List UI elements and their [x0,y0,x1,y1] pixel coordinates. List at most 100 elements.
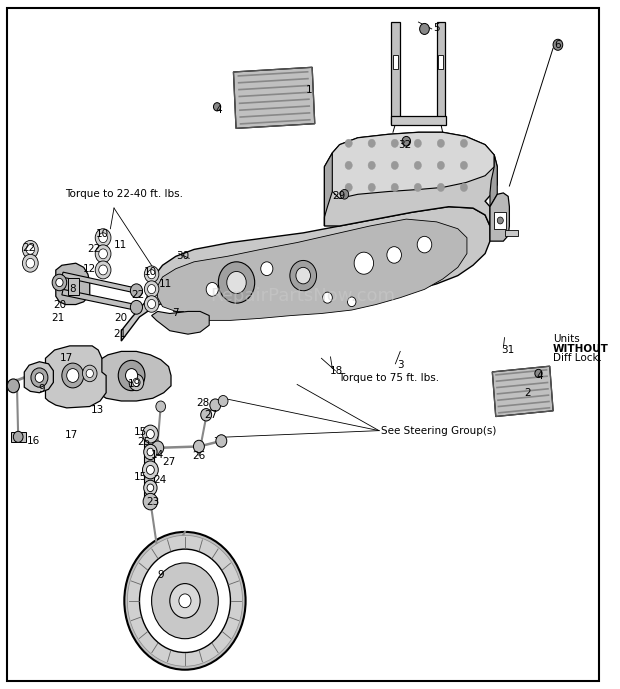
Text: 12: 12 [83,264,96,274]
Polygon shape [156,219,467,320]
Text: 9: 9 [38,384,45,394]
Text: 20: 20 [115,313,128,323]
Bar [436,22,445,124]
Circle shape [143,493,157,510]
Text: 15: 15 [134,427,148,437]
Circle shape [460,183,467,192]
Circle shape [99,233,107,243]
Text: WITHOUT: WITHOUT [553,344,609,353]
Text: 15: 15 [134,472,148,482]
Text: 16: 16 [27,436,40,446]
Circle shape [144,480,157,495]
Circle shape [347,297,356,307]
Polygon shape [492,366,553,417]
Text: 1: 1 [306,85,312,94]
Text: 23: 23 [146,497,159,506]
Text: 5: 5 [433,23,440,32]
Circle shape [227,271,246,294]
Circle shape [7,379,19,393]
Circle shape [437,161,445,169]
Text: 22: 22 [87,245,100,254]
Text: 17: 17 [65,431,78,440]
Text: 24: 24 [154,475,167,485]
Circle shape [26,258,35,268]
Polygon shape [24,362,53,393]
Circle shape [146,430,154,439]
Text: RepairPartsNow.com: RepairPartsNow.com [211,287,396,305]
Text: 10: 10 [144,267,157,277]
Circle shape [62,363,84,388]
Circle shape [26,245,35,254]
Circle shape [553,39,563,50]
Polygon shape [324,132,497,226]
Circle shape [127,535,242,666]
Bar [391,116,446,125]
Circle shape [67,369,79,382]
Text: 29: 29 [332,192,345,201]
Polygon shape [62,289,136,310]
Circle shape [535,369,542,378]
Text: 14: 14 [151,450,164,460]
Circle shape [95,261,111,279]
Circle shape [143,425,158,443]
Polygon shape [327,132,494,198]
Circle shape [146,466,154,475]
Circle shape [148,285,156,294]
Text: 28: 28 [197,398,210,408]
Polygon shape [62,272,136,293]
Circle shape [206,282,218,296]
Circle shape [402,136,410,146]
Text: 26: 26 [192,451,205,461]
Circle shape [179,594,191,608]
Text: 11: 11 [113,240,126,249]
Polygon shape [152,311,209,334]
Circle shape [213,103,221,111]
Circle shape [417,236,432,253]
Text: 25: 25 [138,438,151,447]
Polygon shape [45,346,106,408]
Circle shape [140,549,231,652]
Text: 27: 27 [205,410,218,420]
Circle shape [414,139,422,147]
Circle shape [170,584,200,618]
Circle shape [156,401,166,412]
Circle shape [31,368,48,387]
Text: 21: 21 [113,329,126,339]
Circle shape [95,245,111,263]
Circle shape [52,274,67,291]
Text: Torque to 22-40 ft. lbs.: Torque to 22-40 ft. lbs. [65,189,183,199]
Text: 32: 32 [399,140,412,150]
Circle shape [391,139,399,147]
Text: 27: 27 [162,457,175,466]
Bar [11,432,26,442]
Text: 22: 22 [131,290,145,300]
Circle shape [345,139,352,147]
Text: See Steering Group(s): See Steering Group(s) [381,426,496,435]
Circle shape [118,360,145,391]
Bar [391,22,400,124]
Text: 4: 4 [215,105,221,115]
Circle shape [437,139,445,147]
Bar [144,434,154,503]
Circle shape [414,161,422,169]
Circle shape [99,249,107,259]
Circle shape [201,409,211,421]
Circle shape [216,435,227,447]
Text: 19: 19 [128,379,141,389]
Circle shape [22,240,38,258]
Text: Units: Units [553,334,580,344]
Circle shape [460,161,467,169]
Circle shape [148,269,156,279]
Text: 17: 17 [60,353,73,363]
Circle shape [345,161,352,169]
Text: 20: 20 [53,300,66,309]
Text: 22: 22 [22,243,36,253]
Polygon shape [56,263,90,305]
Circle shape [144,444,157,460]
Circle shape [129,374,144,391]
Polygon shape [490,193,510,241]
Circle shape [99,265,107,275]
Circle shape [143,461,158,479]
Circle shape [130,300,143,314]
Circle shape [82,365,97,382]
